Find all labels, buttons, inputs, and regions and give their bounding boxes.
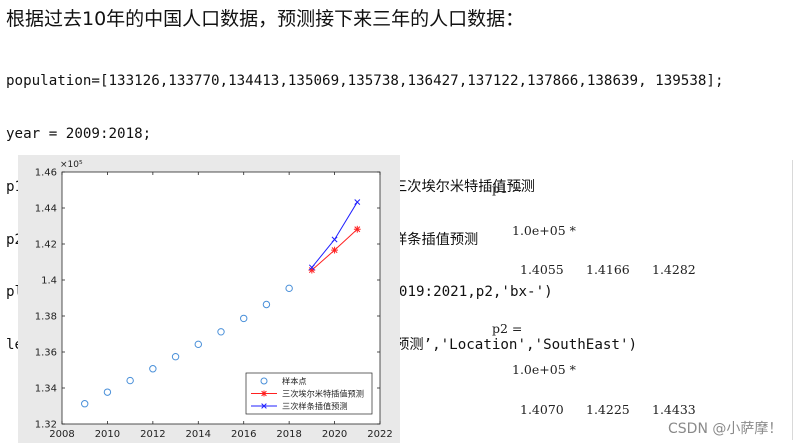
page-heading: 根据过去10年的中国人口数据，预测接下来三年的人口数据：: [6, 8, 525, 30]
y-tick-label: 1.36: [35, 348, 57, 359]
x-tick-label: 2014: [186, 429, 211, 440]
y-tick-label: 1.32: [35, 420, 57, 431]
divider: [792, 160, 793, 440]
data-point-sample: [171, 353, 180, 361]
figure-window: 2008 2010 2012 2014 2016 2018 2020 2022 1.32 1.34…: [18, 155, 400, 443]
data-point-pchip: [331, 246, 338, 254]
legend-label: 三次埃尔米特插值预测: [282, 389, 364, 399]
data-point-sample: [240, 314, 248, 323]
p2-value: 1.4070: [520, 402, 564, 417]
data-point-sample: [149, 365, 157, 373]
x-tick-label: 2022: [367, 429, 392, 440]
x-tick-label: 2010: [95, 429, 120, 440]
p1-value: 1.4166: [586, 262, 630, 277]
legend-label: 三次样条插值预测: [282, 401, 348, 411]
data-point-sample: [262, 300, 271, 309]
x-tick-label: 2016: [231, 429, 256, 440]
data-point-spline: [331, 236, 338, 243]
x-tick-label: 2018: [276, 429, 301, 440]
x-tick-label: 2008: [49, 429, 74, 440]
axis-exponent: ×10⁵: [60, 160, 83, 170]
y-tick-label: 1.46: [35, 168, 57, 179]
command-output: p1 = 1.0e+05 * 1.4055 1.4166 1.4282 p2 =…: [470, 168, 800, 438]
data-point-sample: [126, 376, 134, 385]
data-point-pchip: [353, 225, 361, 233]
y-tick-label: 1.38: [35, 312, 57, 323]
p2-label: p2 =: [492, 321, 523, 336]
p1-label: p1 =: [492, 181, 523, 196]
chart: 2008 2010 2012 2014 2016 2018 2020 2022 1.32 1.34…: [35, 160, 393, 440]
data-point-sample: [194, 340, 202, 349]
y-tick-label: 1.42: [35, 240, 57, 251]
data-point-sample: [103, 388, 112, 396]
data-point-sample: [285, 284, 293, 293]
p1-scale: 1.0e+05 *: [512, 223, 576, 238]
legend-label: 样本点: [282, 376, 307, 386]
p1-value: 1.4055: [520, 262, 564, 277]
data-point-spline: [308, 264, 315, 271]
x-tick-label: 2020: [322, 429, 347, 440]
legend-marker: [260, 377, 268, 385]
data-point-sample: [217, 328, 225, 336]
x-tick-label: 2012: [140, 429, 165, 440]
p2-scale: 1.0e+05 *: [512, 362, 576, 377]
code-line: population=[133126,133770,134413,135069,…: [6, 73, 724, 90]
code-line: year = 2009:2018;: [6, 125, 152, 142]
y-tick-label: 1.4: [41, 276, 57, 287]
y-tick-label: 1.44: [35, 204, 57, 215]
y-tick-label: 1.34: [35, 384, 57, 395]
data-point-spline: [354, 199, 361, 206]
data-point-sample: [81, 400, 89, 408]
p1-value: 1.4282: [652, 262, 696, 277]
p2-value: 1.4225: [586, 402, 630, 417]
p2-value: 1.4433: [652, 402, 696, 417]
watermark: CSDN @小萨摩！: [668, 421, 783, 437]
